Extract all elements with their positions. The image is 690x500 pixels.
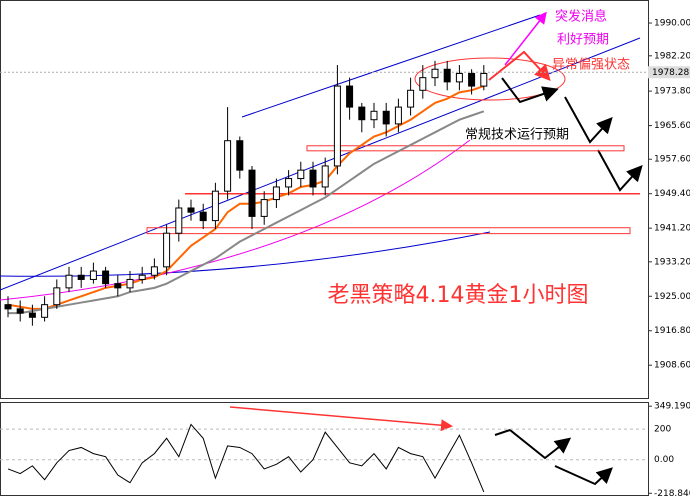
candle-body bbox=[419, 77, 427, 91]
main-frame bbox=[0, 0, 649, 399]
y-tick-label: 0.00 bbox=[654, 455, 674, 465]
candle-body bbox=[28, 312, 36, 318]
y-tick-label: 1941.20 bbox=[654, 224, 690, 234]
candle-body bbox=[211, 190, 219, 222]
y-tick-label: 1957.60 bbox=[654, 155, 690, 165]
y-tick-label: 1965.60 bbox=[654, 121, 690, 131]
candle-body bbox=[65, 274, 73, 289]
y-tick-label: 349.1904 bbox=[654, 402, 690, 412]
candle-body bbox=[443, 68, 451, 83]
arrow bbox=[501, 77, 559, 104]
candle-body bbox=[248, 169, 256, 217]
ma-mid bbox=[0, 139, 471, 301]
trend-line bbox=[0, 37, 641, 291]
candle-body bbox=[175, 207, 183, 234]
chart-title: 老黑策略4.14黄金1小时图 bbox=[328, 283, 589, 308]
y-tick-label: 1973.80 bbox=[654, 87, 690, 97]
candle-body bbox=[199, 211, 207, 222]
ma-line bbox=[7, 85, 485, 310]
zone bbox=[306, 145, 625, 152]
candle-body bbox=[285, 178, 293, 188]
y-tick-label: -218.840 bbox=[654, 489, 690, 496]
candle-body bbox=[370, 110, 378, 121]
annotation: 利好预期 bbox=[557, 33, 609, 48]
candle-body bbox=[126, 278, 134, 289]
candle-body bbox=[333, 85, 341, 167]
oscillator-line bbox=[7, 423, 485, 493]
candle-body bbox=[480, 72, 488, 87]
highlight-ellipse bbox=[414, 57, 566, 101]
candle-body bbox=[346, 85, 354, 108]
candle-body bbox=[89, 270, 97, 280]
candle-body bbox=[394, 106, 402, 125]
candle-body bbox=[260, 199, 268, 217]
candle-body bbox=[309, 169, 317, 188]
candle-body bbox=[382, 110, 390, 125]
channel-line bbox=[241, 14, 541, 118]
candle-body bbox=[321, 165, 329, 188]
y-tick-label: 1990.00 bbox=[654, 19, 690, 29]
y-tick-label: 1916.80 bbox=[654, 326, 690, 336]
last-price-label: 1978.28 bbox=[652, 68, 689, 78]
candle-body bbox=[138, 274, 146, 280]
candle-body bbox=[431, 68, 439, 79]
arrow bbox=[597, 149, 643, 192]
candle-body bbox=[102, 270, 110, 285]
y-tick-label: 1982.20 bbox=[654, 51, 690, 61]
candle-body bbox=[187, 207, 195, 213]
zone bbox=[146, 227, 631, 235]
candle-body bbox=[297, 169, 305, 180]
candle-body bbox=[358, 106, 366, 121]
ma-line bbox=[8, 110, 485, 315]
arrow-news bbox=[504, 11, 547, 66]
candle-body bbox=[224, 140, 232, 192]
annotation: 突发消息 bbox=[555, 9, 607, 25]
candle-body bbox=[150, 266, 158, 276]
last-price-box bbox=[648, 66, 690, 79]
candle-body bbox=[163, 232, 171, 268]
candle-body bbox=[455, 72, 463, 83]
candle-body bbox=[77, 274, 85, 280]
y-tick-label: 1925.00 bbox=[654, 292, 690, 302]
osc-frame bbox=[0, 402, 649, 496]
arrow-up bbox=[488, 50, 551, 81]
y-tick-label: 1949.40 bbox=[654, 189, 690, 199]
y-tick-label: 1933.20 bbox=[654, 257, 690, 267]
annotation: 异常偏强状态 bbox=[552, 58, 630, 73]
candle-body bbox=[53, 287, 61, 306]
candle-body bbox=[114, 283, 122, 289]
y-tick-label: 200 bbox=[654, 425, 671, 435]
candle-body bbox=[407, 89, 415, 108]
candle-body bbox=[16, 308, 24, 314]
candle-body bbox=[236, 140, 244, 171]
candle-body bbox=[468, 72, 476, 87]
arrow bbox=[554, 465, 613, 486]
y-tick-label: 1908.60 bbox=[654, 361, 690, 371]
arrow bbox=[564, 96, 613, 144]
divergence-line bbox=[229, 406, 453, 432]
arrow bbox=[494, 428, 572, 460]
candle-body bbox=[272, 186, 280, 201]
candle-body bbox=[41, 304, 49, 318]
candle-body bbox=[4, 304, 12, 310]
annotation: 常规技术运行预期 bbox=[465, 128, 569, 143]
